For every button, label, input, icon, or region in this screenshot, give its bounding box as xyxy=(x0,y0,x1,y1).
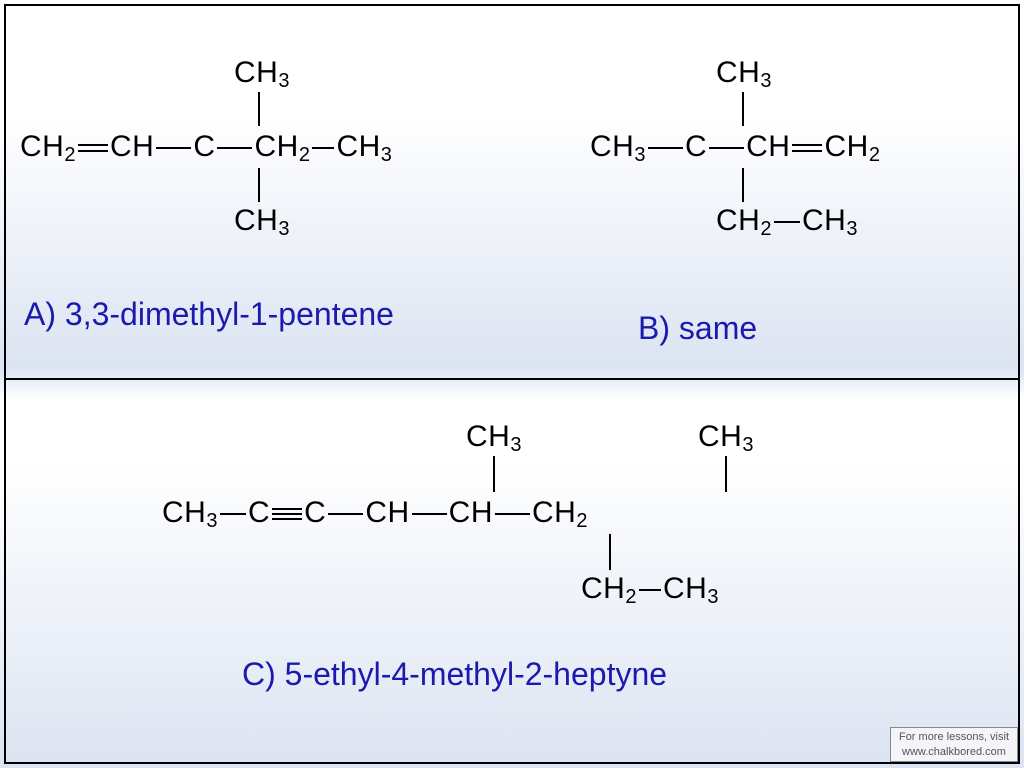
structA-vbond-bot xyxy=(258,168,260,202)
structA-sub-top: CH3 xyxy=(234,56,290,95)
footer-line1: For more lessons, visit xyxy=(899,731,1009,743)
structC-sub-top-left: CH3 xyxy=(466,420,522,459)
structA-main: CH2CHCCH2CH3 xyxy=(20,130,392,169)
structC-vbond-tl xyxy=(493,456,495,492)
footer-credit: For more lessons, visit www.chalkbored.c… xyxy=(890,727,1018,762)
structB-vbond-top xyxy=(742,92,744,126)
structA-sub-bot: CH3 xyxy=(234,204,290,243)
structC-vbond-tr xyxy=(725,456,727,492)
label-b: B) same xyxy=(638,310,757,347)
footer-line2: www.chalkbored.com xyxy=(902,746,1006,758)
label-a: A) 3,3-dimethyl-1-pentene xyxy=(24,296,394,333)
structB-sub-top: CH3 xyxy=(716,56,772,95)
structC-vbond-b xyxy=(609,534,611,570)
structC-sub-top-right: CH3 xyxy=(698,420,754,459)
structB-main: CH3CCHCH2 xyxy=(590,130,880,169)
label-c: C) 5-ethyl-4-methyl-2-heptyne xyxy=(242,656,667,693)
structB-vbond-bot xyxy=(742,168,744,202)
structC-main: CH3CCCHCHCH2 xyxy=(162,496,588,535)
structA-vbond-top xyxy=(258,92,260,126)
structC-sub-bot: CH2CH3 xyxy=(581,572,719,611)
structB-sub-bot: CH2CH3 xyxy=(716,204,858,243)
horizontal-divider xyxy=(4,378,1020,380)
slide-frame xyxy=(4,4,1020,764)
